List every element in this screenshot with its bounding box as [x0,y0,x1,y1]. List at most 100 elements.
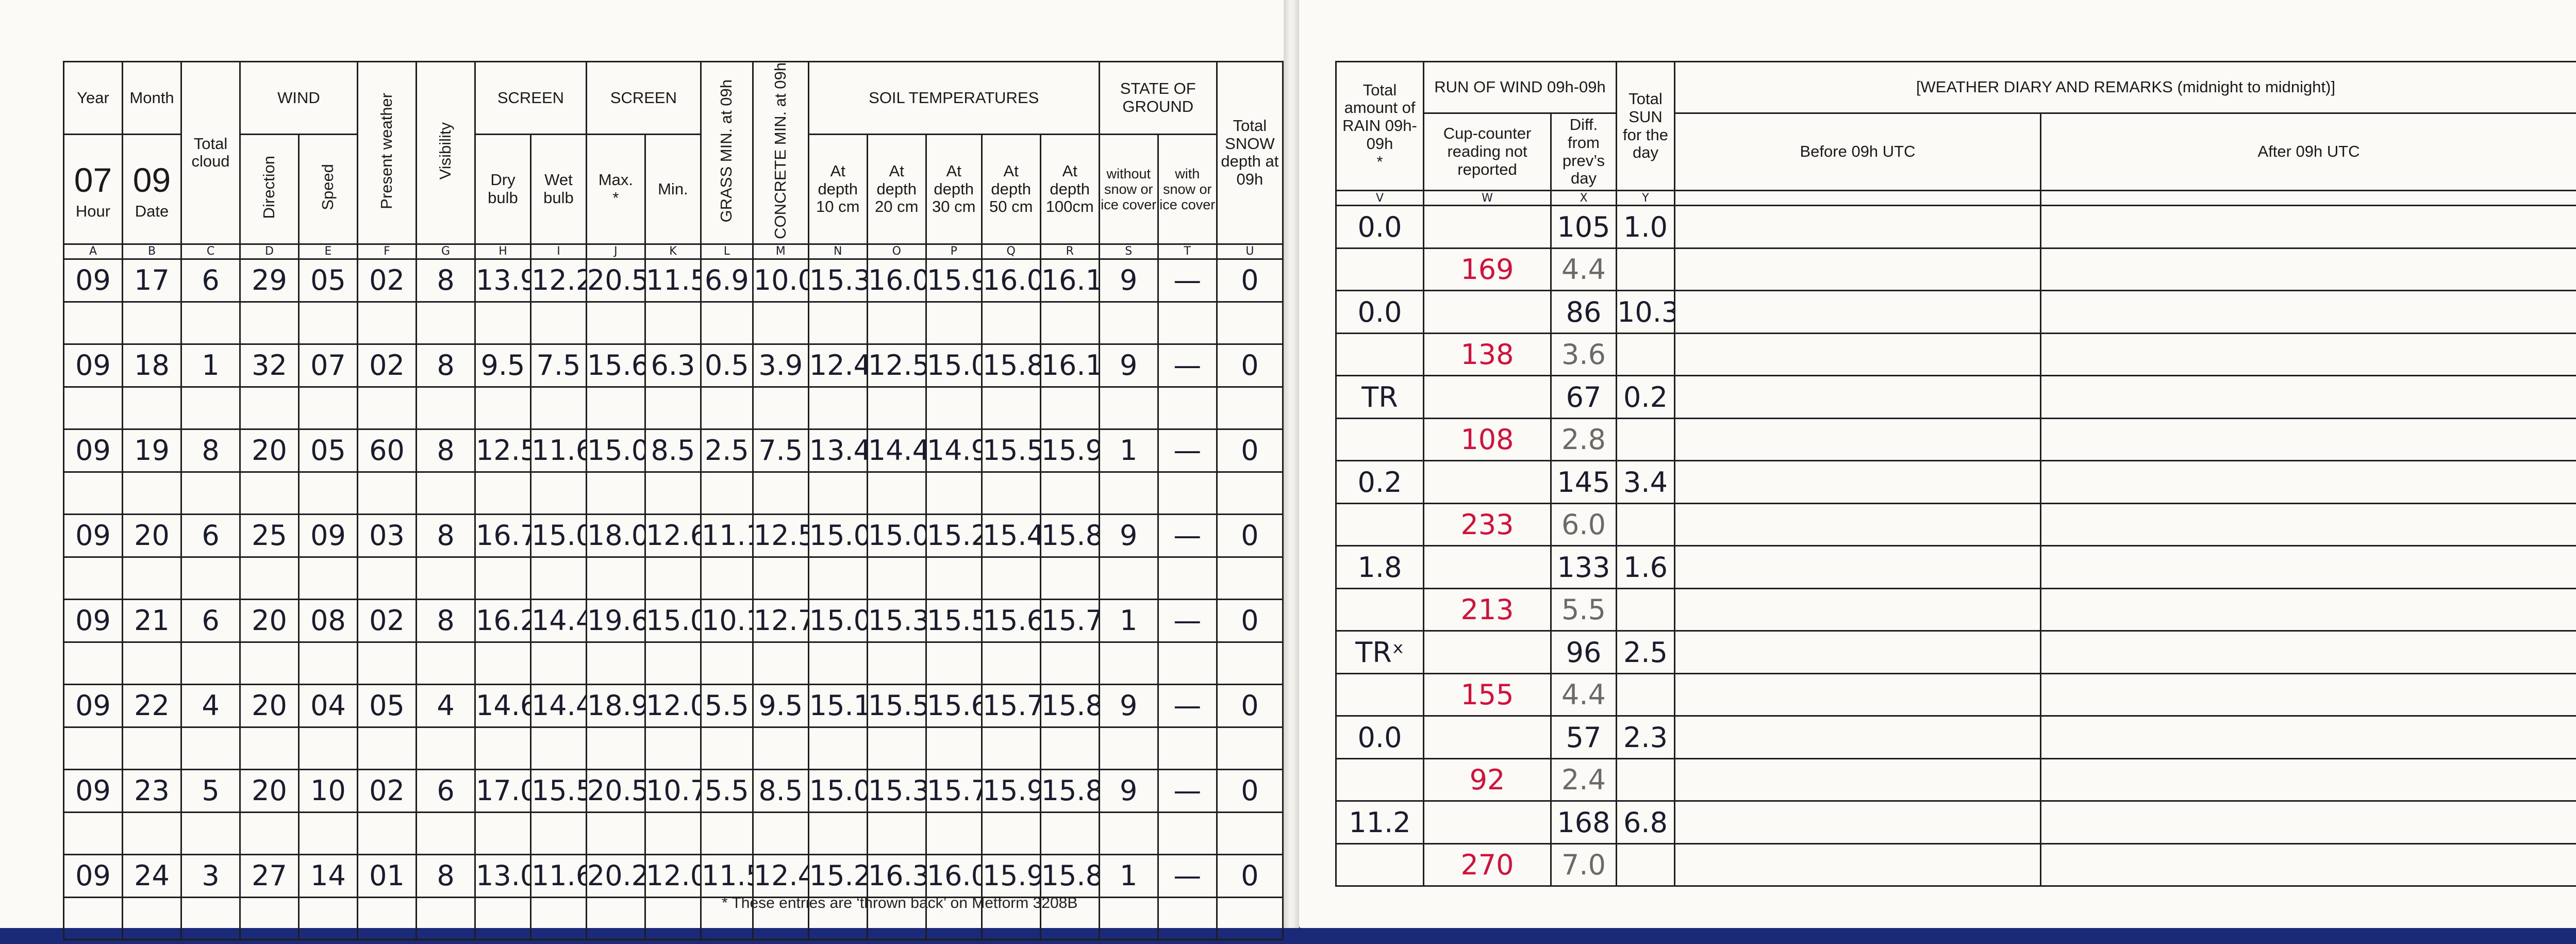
rain-amount-cell: 11.2 [1335,800,1424,844]
spacer-cell [1098,811,1159,855]
wind-direction-cell: 29 [239,258,300,303]
column-letter: A [63,243,123,260]
spacer-cell [807,811,868,855]
column-letter: G [416,243,476,260]
cup-counter-cell [1423,545,1552,589]
spacer-cell [357,641,417,685]
max-temp-cell: 15.6 [585,343,646,388]
diff-from-prev-cell: 5.5 [1550,588,1617,632]
wet-bulb-cell: 11.6 [529,428,587,473]
hour-cell: 09 [63,598,123,643]
spacer-cell [239,811,300,855]
dry-bulb-cell: 13.9 [474,258,531,303]
snow-depth-cell: 0 [1216,598,1284,643]
left-page: Year Month Total cloud WIND Present weat… [0,0,1284,940]
visibility-cell: 8 [416,853,476,898]
state-without-snow-cell: 9 [1098,513,1159,558]
soil-100cm-cell: 15.7 [1039,598,1100,643]
run-of-wind-cell: 57 [1550,715,1617,759]
cup-counter-cell [1423,630,1552,674]
month-header: Month [122,60,182,136]
sunshine-cell: 0.2 [1616,375,1675,419]
diary-before-cell [1674,715,2041,759]
rain-amount-cell: 0.2 [1335,460,1424,504]
soil-10cm-cell: 15.0 [807,598,868,643]
date-cell: 20 [122,513,182,558]
observation-row: 09243271401813.011.620.212.011.512.415.2… [63,853,1284,898]
spacer-cell [239,471,300,515]
spacer-cell [700,386,754,430]
spacer-cell [700,641,754,685]
soil-10cm-cell: 15.0 [807,513,868,558]
present-weather-header: Present weather [357,61,417,245]
present-weather-cell: 01 [357,853,417,898]
diary-before-cell [1674,843,2041,887]
spacer-cell [1616,503,1675,546]
spacer-cell [585,386,646,430]
soil-50cm-cell: 15.9 [980,768,1041,813]
max-temp-cell: 20.2 [585,853,646,898]
spacer-cell [925,641,983,685]
spacer-cell [298,726,358,770]
spacer-cell [925,896,983,940]
spacer-cell [644,726,702,770]
date-cell: 22 [122,683,182,728]
visibility-cell: 8 [416,258,476,303]
concrete-min-cell: 10.0 [752,258,809,303]
soil-50cm-cell: 16.0 [980,258,1041,303]
state-with-snow-cell: — [1157,853,1218,898]
column-letter: P [925,243,983,260]
spacer-cell [180,386,241,430]
spacer-cell [63,301,123,345]
max-temp-cell: 20.5 [585,768,646,813]
soil-50cm-cell: 15.4 [980,513,1041,558]
spacer-cell [474,556,531,600]
diff-from-prev-cell: 2.4 [1550,758,1617,802]
spacer-cell [1216,386,1284,430]
rain-amount-cell: TR [1335,375,1424,419]
dry-bulb-cell: 16.2 [474,598,531,643]
sunshine-cell: 1.6 [1616,545,1675,589]
cup-counter-row: 169 4.4 [1335,247,2576,291]
before-09h-header: Before 09h UTC [1674,112,2041,191]
spacer-cell [1098,301,1159,345]
column-letter: M [752,243,809,260]
state-of-ground-header: STATE OF GROUND [1098,60,1218,136]
cup-counter-row: 213 5.5 [1335,588,2576,632]
wind-speed-cell: 14 [298,853,358,898]
state-without-snow-cell: 1 [1098,853,1159,898]
present-weather-cell: 02 [357,258,417,303]
snow-depth-cell: 0 [1216,258,1284,303]
concrete-min-cell: 8.5 [752,768,809,813]
grass-min-cell: 0.5 [700,343,754,388]
spacer-cell [1157,896,1218,940]
column-letter: W [1423,190,1552,206]
wet-bulb-cell: 15.5 [529,768,587,813]
rain-wind-row: 11.2 168 6.8 [1335,800,2576,844]
diff-from-prev-cell: 2.8 [1550,418,1617,461]
cup-counter-cell [1423,290,1552,334]
rain-amount-cell: TRˣ [1335,630,1424,674]
rain-wind-diary-table: Total amount of RAIN 09h-09h * RUN OF WIN… [1335,61,2576,887]
diary-after-cell [2040,460,2576,504]
spacer-cell [1098,556,1159,600]
run-of-wind-cell: 67 [1550,375,1617,419]
column-letter: D [239,243,300,260]
spacer-cell [1335,503,1424,546]
spacer-cell [585,726,646,770]
spacer-cell [529,301,587,345]
spacer-cell [700,811,754,855]
grass-min-cell: 6.9 [700,258,754,303]
soil-30cm-cell: 16.0 [925,853,983,898]
soil-10cm-cell: 15.0 [807,768,868,813]
diary-after-cell [2040,588,2576,632]
spacer-cell [1216,811,1284,855]
spacer-cell [239,641,300,685]
min-temp-cell: 11.5 [644,258,702,303]
diary-after-cell [2040,205,2576,249]
observation-row: 09216200802816.214.419.615.010.112.715.0… [63,598,1284,643]
spacer-cell [180,471,241,515]
state-without-snow-cell: 9 [1098,258,1159,303]
concrete-min-cell: 12.4 [752,853,809,898]
